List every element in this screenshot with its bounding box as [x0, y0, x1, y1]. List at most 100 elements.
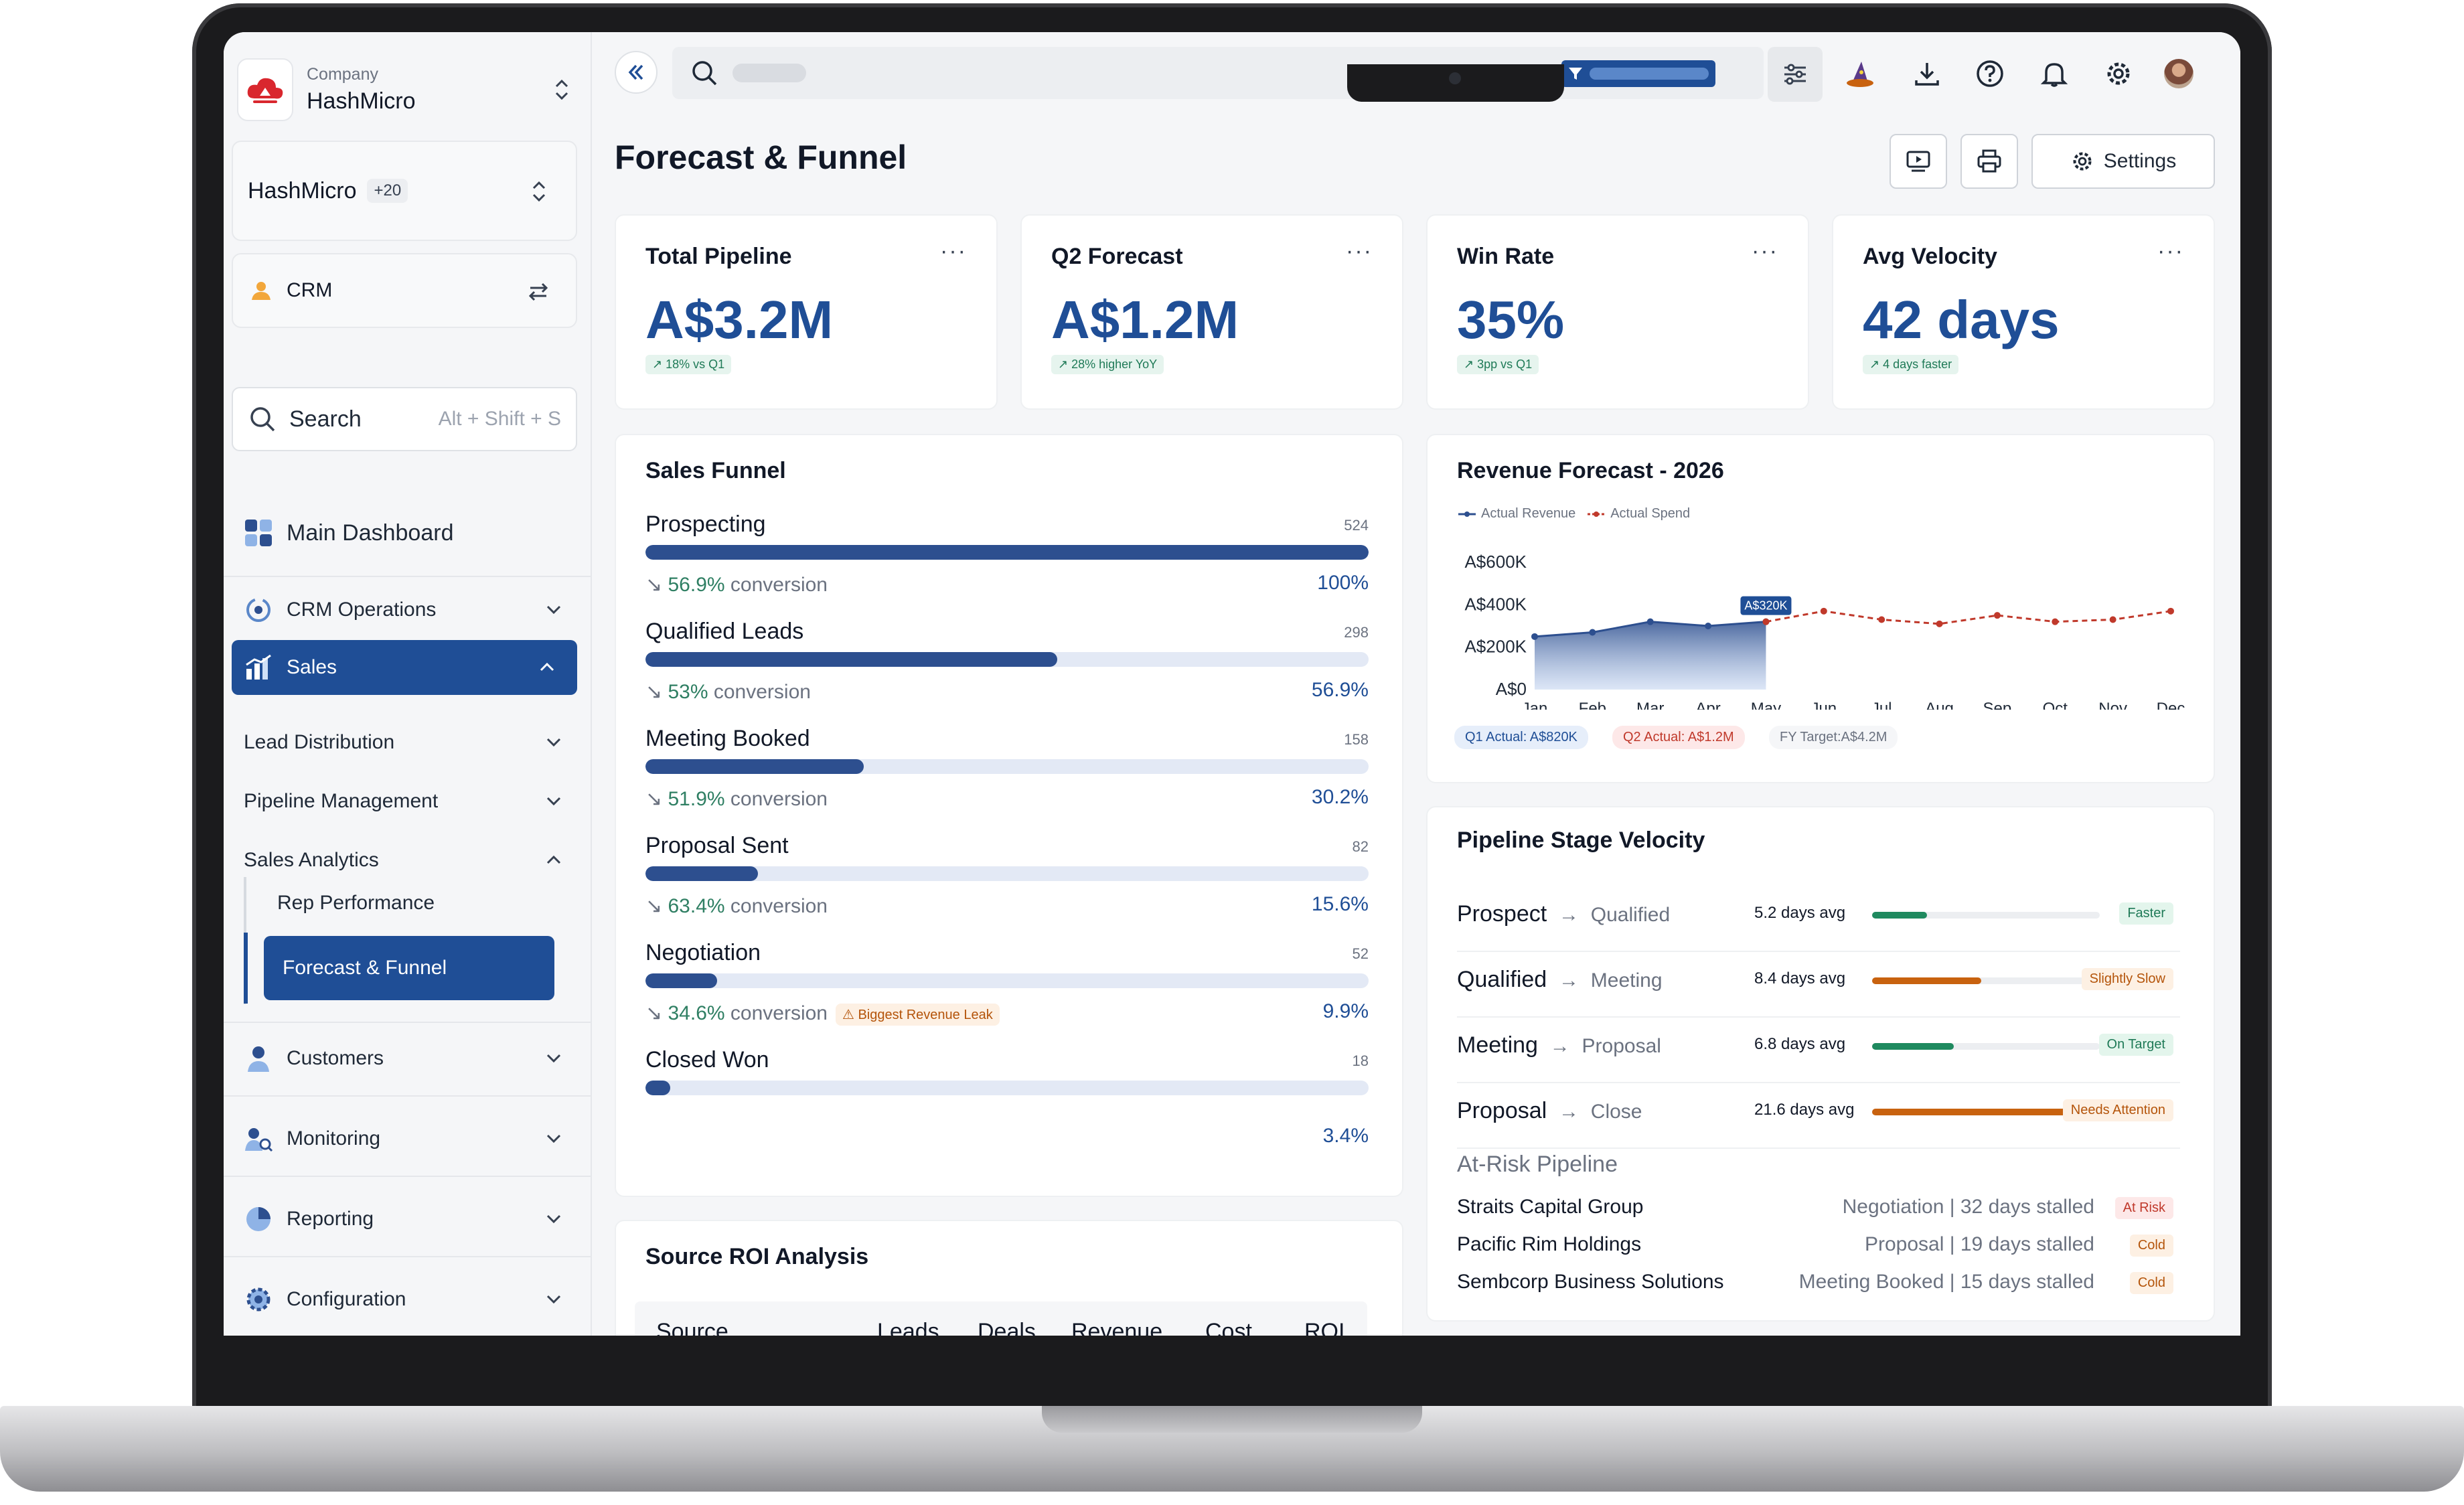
- arrow-right-icon: →: [1553, 969, 1585, 992]
- funnel-bar-fill: [645, 759, 864, 774]
- nav-monitoring[interactable]: Monitoring: [224, 1117, 592, 1161]
- funnel-bar-track: [645, 759, 1369, 774]
- chevron-updown-icon[interactable]: [529, 178, 549, 205]
- account-name: Sembcorp Business Solutions: [1457, 1271, 1724, 1293]
- chevron-up-icon[interactable]: [536, 656, 558, 679]
- filter-icon: [1569, 68, 1582, 80]
- x-tick-label: Mar: [1636, 700, 1664, 710]
- sliders-icon: [1784, 64, 1806, 85]
- stage-from: Meeting: [1457, 1032, 1538, 1058]
- column-header[interactable]: Deals: [978, 1319, 1036, 1336]
- nav-forecast-funnel[interactable]: Forecast & Funnel: [264, 936, 554, 1000]
- nav-main-dashboard[interactable]: Main Dashboard: [224, 501, 592, 565]
- velocity-row[interactable]: Qualified → Meeting 8.4 days avg Slightly …: [1457, 952, 2180, 1018]
- chevron-updown-icon[interactable]: [552, 76, 572, 103]
- revenue-point: [1705, 623, 1712, 629]
- x-tick-label: Jul: [1871, 700, 1892, 710]
- nav-reporting[interactable]: Reporting: [224, 1197, 592, 1241]
- nav-sales[interactable]: Sales: [232, 640, 577, 695]
- global-search-input[interactable]: [672, 47, 1764, 99]
- sidebar-search-input[interactable]: Search Alt + Shift + S: [232, 387, 577, 451]
- print-button[interactable]: [1960, 134, 2018, 189]
- nav-customers[interactable]: Customers: [224, 1036, 592, 1081]
- avg-days: 5.2 days avg: [1754, 904, 1846, 922]
- velocity-row[interactable]: Meeting → Proposal 6.8 days avg On Target: [1457, 1018, 2180, 1083]
- column-header[interactable]: Revenue: [1071, 1319, 1163, 1336]
- chevron-down-icon[interactable]: [542, 1208, 565, 1231]
- chevron-down-icon[interactable]: [542, 731, 565, 754]
- more-icon[interactable]: ···: [940, 238, 967, 264]
- nav-label: Sales: [287, 656, 337, 678]
- at-risk-row[interactable]: Straits Capital Group Negotiation | 32 da…: [1457, 1196, 2180, 1222]
- velocity-row[interactable]: Prospect → Qualified 5.2 days avg Faster: [1457, 886, 2180, 952]
- x-tick-label: May: [1751, 700, 1781, 710]
- more-icon[interactable]: ···: [1752, 238, 1778, 264]
- stage-from: Proposal: [1457, 1098, 1547, 1123]
- help-icon[interactable]: [1974, 58, 2006, 90]
- module-switcher[interactable]: CRM: [232, 253, 577, 328]
- column-header[interactable]: Source: [656, 1319, 728, 1336]
- stage-name: Qualified Leads: [645, 619, 804, 644]
- column-header[interactable]: Leads: [877, 1319, 939, 1336]
- funnel-stage[interactable]: Proposal Sent 82 ↘ 63.4% conversion 15.6%: [645, 833, 1369, 927]
- legend-marker-revenue: [1458, 511, 1476, 517]
- settings-button[interactable]: Settings: [2031, 134, 2215, 189]
- nav-pipeline-management[interactable]: Pipeline Management: [224, 785, 592, 818]
- velocity-track: [1872, 1043, 2100, 1050]
- gear-icon: [2073, 152, 2092, 171]
- funnel-stage[interactable]: Meeting Booked 158 ↘ 51.9% conversion 30.2%: [645, 726, 1369, 819]
- stage-count: 52: [1352, 945, 1369, 962]
- nav-configuration[interactable]: Configuration: [224, 1277, 592, 1322]
- nav-sales-analytics[interactable]: Sales Analytics: [224, 844, 592, 877]
- velocity-row[interactable]: Proposal → Close 21.6 days avg Needs Atten…: [1457, 1083, 2180, 1149]
- workspace-switcher[interactable]: HashMicro +20: [232, 141, 577, 241]
- funnel-stage[interactable]: Prospecting 524 ↘ 56.9% conversion 100%: [645, 511, 1369, 605]
- company-label: Company: [307, 65, 378, 84]
- funnel-stage[interactable]: Negotiation 52 ↘ 34.6% conversion ⚠ Biggest…: [645, 940, 1369, 1034]
- present-button[interactable]: [1890, 134, 1947, 189]
- company-switcher[interactable]: Company HashMicro: [230, 46, 585, 134]
- spend-point: [1820, 607, 1827, 615]
- settings-gear-icon[interactable]: [2102, 58, 2135, 90]
- nav-rep-performance[interactable]: Rep Performance: [277, 892, 435, 914]
- kpi-card-win-rate: Win Rate ··· 35% ↗ 3pp vs Q1: [1426, 214, 1809, 410]
- stage-count: 298: [1344, 624, 1369, 641]
- more-icon[interactable]: ···: [1346, 238, 1373, 264]
- tree-line-active: [244, 933, 248, 1004]
- more-icon[interactable]: ···: [2157, 238, 2184, 264]
- nav-label: Main Dashboard: [287, 520, 454, 546]
- funnel-bar-fill: [645, 1081, 670, 1095]
- x-tick-label: Sep: [1983, 700, 2012, 710]
- wizard-hat-icon[interactable]: [1845, 58, 1877, 90]
- nav-crm-operations[interactable]: CRM Operations: [224, 588, 592, 632]
- chevron-down-icon[interactable]: [542, 599, 565, 621]
- adjust-button[interactable]: [1768, 47, 1823, 102]
- chevron-down-icon[interactable]: [542, 1288, 565, 1311]
- swap-icon[interactable]: [525, 279, 552, 305]
- funnel-stage[interactable]: Closed Won 18 3.4%: [645, 1047, 1369, 1147]
- arrow-right-icon: →: [1553, 1101, 1585, 1123]
- nav-lead-distribution[interactable]: Lead Distribution: [224, 726, 592, 759]
- funnel-bar-track: [645, 545, 1369, 560]
- collapse-sidebar-button[interactable]: [615, 51, 658, 94]
- pie-chart-icon: [244, 1204, 273, 1234]
- at-risk-row[interactable]: Pacific Rim Holdings Proposal | 19 days s…: [1457, 1233, 2180, 1260]
- chevron-down-icon[interactable]: [542, 1047, 565, 1070]
- download-icon[interactable]: [1911, 58, 1943, 90]
- nav-label: Configuration: [287, 1288, 406, 1310]
- at-risk-row[interactable]: Sembcorp Business Solutions Meeting Booke…: [1457, 1271, 2180, 1297]
- column-header[interactable]: Cost: [1205, 1319, 1252, 1336]
- double-chevron-left-icon: [628, 64, 643, 80]
- funnel-stage[interactable]: Qualified Leads 298 ↘ 53% conversion 56.9%: [645, 619, 1369, 712]
- chart-legend: Actual Revenue Actual Spend: [1457, 506, 1690, 522]
- filter-chip[interactable]: [1561, 60, 1715, 87]
- chevron-up-icon[interactable]: [542, 849, 565, 872]
- y-tick-label: A$400K: [1464, 594, 1527, 614]
- column-header[interactable]: ROI: [1304, 1319, 1345, 1336]
- user-avatar[interactable]: [2164, 59, 2193, 88]
- chevron-down-icon[interactable]: [542, 1127, 565, 1150]
- workspace-count-badge: +20: [367, 179, 408, 203]
- bell-icon[interactable]: [2038, 58, 2070, 90]
- x-tick-label: Oct: [2043, 700, 2068, 710]
- chevron-down-icon[interactable]: [542, 790, 565, 813]
